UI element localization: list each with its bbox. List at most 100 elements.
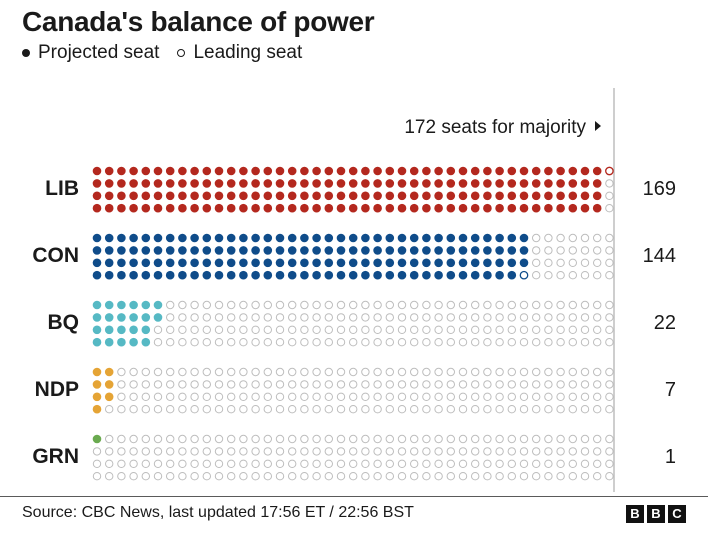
empty-seat-dot: [556, 367, 565, 377]
projected-seat-dot: [397, 233, 407, 243]
empty-seat-dot: [190, 447, 199, 456]
empty-seat-dot: [495, 338, 504, 347]
empty-seat-dot: [397, 459, 407, 468]
empty-seat-dot: [251, 380, 260, 389]
empty-seat-dot: [263, 313, 272, 322]
projected-seat-dot: [104, 246, 114, 255]
projected-seat-dot: [165, 233, 175, 243]
empty-seat-dot: [605, 246, 614, 255]
empty-seat-dot: [361, 325, 370, 334]
projected-seat-dot: [117, 166, 126, 176]
projected-seat-dot: [470, 233, 480, 243]
projected-seat-dot: [434, 166, 443, 176]
empty-seat-dot: [532, 367, 541, 377]
empty-seat-dot: [434, 447, 443, 456]
party-label: LIB: [45, 177, 79, 200]
projected-seat-dot: [348, 258, 358, 268]
projected-seat-dot: [385, 191, 395, 201]
empty-seat-dot: [519, 405, 529, 414]
projected-seat-dot: [324, 203, 334, 213]
empty-seat-dot: [251, 325, 260, 334]
projected-seat-dot: [592, 166, 602, 176]
empty-seat-dot: [336, 380, 346, 389]
projected-seat-dot: [129, 179, 138, 188]
empty-seat-dot: [593, 459, 602, 468]
empty-seat-dot: [361, 392, 370, 401]
projected-seat-dot: [92, 380, 102, 389]
empty-seat-dot: [300, 325, 309, 334]
projected-seat-dot: [251, 270, 260, 280]
empty-seat-dot: [410, 472, 419, 481]
empty-seat-dot: [532, 271, 541, 280]
projected-seat-dot: [422, 246, 431, 255]
empty-seat-dot: [312, 447, 321, 456]
projected-seat-dot: [214, 258, 224, 268]
empty-seat-dot: [361, 367, 370, 377]
projected-seat-dot: [312, 179, 321, 188]
empty-seat-dot: [178, 472, 187, 481]
empty-seat-dot: [349, 472, 358, 481]
logo-letter: C: [668, 505, 686, 523]
legend-leading-label: Leading seat: [193, 42, 303, 63]
empty-seat-dot: [605, 204, 614, 213]
projected-seat-dot: [495, 270, 504, 280]
projected-seat-dot: [104, 300, 114, 310]
empty-seat-dot: [507, 472, 516, 481]
projected-seat-dot: [190, 246, 199, 255]
empty-seat-dot: [361, 459, 370, 468]
projected-seat-dot: [178, 179, 187, 188]
projected-seat-dot: [300, 270, 309, 280]
empty-seat-dot: [202, 405, 212, 414]
projected-seat-dot: [117, 300, 126, 310]
projected-seat-dot: [104, 179, 114, 188]
empty-seat-dot: [434, 459, 443, 468]
empty-seat-dot: [263, 434, 272, 444]
empty-seat-dot: [556, 233, 565, 243]
empty-seat-dot: [263, 380, 272, 389]
projected-seat-dot: [373, 191, 382, 201]
empty-seat-dot: [483, 367, 492, 377]
projected-seat-dot: [422, 270, 431, 280]
empty-seat-dot: [214, 300, 224, 310]
empty-seat-dot: [324, 300, 333, 310]
empty-seat-dot: [324, 447, 333, 456]
empty-seat-dot: [227, 338, 236, 347]
projected-seat-dot: [251, 179, 260, 188]
empty-seat-dot: [483, 338, 492, 347]
projected-seat-dot: [373, 246, 382, 255]
empty-seat-dot: [349, 392, 358, 401]
projected-seat-dot: [531, 166, 541, 176]
empty-seat-dot: [239, 392, 248, 401]
empty-seat-dot: [361, 434, 370, 444]
empty-seat-dot: [336, 459, 346, 468]
projected-seat-dot: [104, 313, 114, 322]
projected-seat-dot: [470, 270, 480, 280]
empty-seat-dot: [605, 179, 614, 188]
empty-seat-dot: [117, 392, 126, 401]
projected-seat-dot: [202, 270, 212, 280]
empty-seat-dot: [166, 392, 175, 401]
projected-seat-dot: [287, 258, 297, 268]
empty-seat-dot: [178, 392, 187, 401]
empty-seat-dot: [336, 405, 346, 414]
empty-seat-dot: [288, 367, 297, 377]
empty-seat-dot: [397, 367, 407, 377]
empty-seat-dot: [312, 459, 321, 468]
empty-seat-dot: [568, 405, 577, 414]
empty-seat-dot: [593, 258, 602, 267]
empty-seat-dot: [190, 434, 199, 444]
empty-seat-dot: [361, 472, 370, 481]
empty-seat-dot: [458, 392, 468, 401]
projected-seat-dot: [458, 179, 468, 188]
empty-seat-dot: [446, 405, 455, 414]
empty-seat-dot: [227, 380, 236, 389]
empty-seat-dot: [324, 367, 333, 377]
projected-seat-dot: [385, 233, 395, 243]
projected-seat-dot: [348, 233, 358, 243]
empty-seat-dot: [544, 459, 553, 468]
source-note: Source: CBC News, last updated 17:56 ET …: [22, 504, 414, 521]
empty-seat-dot: [605, 258, 614, 267]
empty-seat-dot: [153, 434, 163, 444]
empty-seat-dot: [580, 271, 590, 280]
empty-seat-dot: [568, 258, 577, 267]
